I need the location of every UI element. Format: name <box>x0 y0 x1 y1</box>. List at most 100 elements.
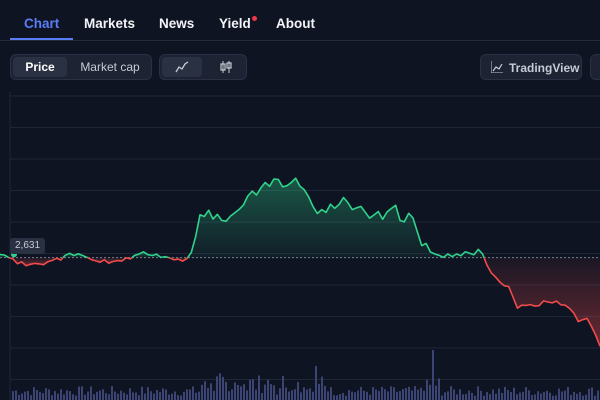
volume-bar <box>186 389 188 400</box>
volume-bar <box>96 391 98 400</box>
volume-bar <box>558 388 560 400</box>
price-area-fills <box>0 178 600 347</box>
volume-bar <box>69 391 71 400</box>
volume-bar <box>234 382 236 400</box>
volume-bar <box>12 391 14 400</box>
volume-bar <box>522 391 524 400</box>
volume-bar <box>222 376 224 400</box>
volume-bar <box>567 386 569 400</box>
volume-bar <box>198 391 200 400</box>
volume-bar <box>108 394 110 400</box>
volume-bar <box>228 391 230 400</box>
volume-bar <box>114 391 116 400</box>
volume-bar <box>471 392 473 400</box>
volume-bar <box>426 379 428 400</box>
volume-bar <box>207 387 209 400</box>
tab-news[interactable]: News <box>159 14 194 40</box>
volume-bar <box>534 394 536 400</box>
volume-bar <box>570 394 572 400</box>
tab-markets[interactable]: Markets <box>84 14 135 40</box>
volume-bar <box>402 388 404 400</box>
volume-bar <box>42 393 44 400</box>
tab-label: News <box>159 16 195 31</box>
line-chart-icon <box>491 61 503 73</box>
volume-bar <box>18 394 20 400</box>
volume-bar <box>264 384 266 400</box>
volume-bar <box>369 394 371 400</box>
volume-bar <box>81 386 83 400</box>
volume-bar <box>483 395 485 400</box>
volume-bar <box>51 395 53 400</box>
volume-bar <box>279 388 281 400</box>
volume-bar <box>276 394 278 400</box>
volume-bar <box>141 386 143 400</box>
volume-bar <box>525 387 527 400</box>
volume-bar <box>36 390 38 400</box>
price-line-up-segment <box>0 253 10 259</box>
volume-bar <box>168 394 170 400</box>
volume-bar <box>27 390 29 400</box>
volume-bar <box>270 384 272 400</box>
volume-bar <box>147 387 149 400</box>
volume-bar <box>105 393 107 400</box>
volume-bar <box>75 395 77 400</box>
fullscreen-button[interactable] <box>590 54 600 80</box>
volume-bar <box>510 392 512 400</box>
volume-bar <box>162 388 164 400</box>
tab-yield[interactable]: Yield <box>219 14 257 40</box>
candlestick-chart-button[interactable] <box>206 57 246 77</box>
volume-bar <box>489 394 491 400</box>
volume-bar <box>429 384 431 400</box>
volume-bar <box>384 389 386 400</box>
tradingview-label: TradingView <box>509 61 580 75</box>
tradingview-button[interactable]: TradingView <box>480 54 582 80</box>
volume-bar <box>321 376 323 400</box>
volume-bar <box>576 393 578 400</box>
volume-bar <box>354 392 356 400</box>
volume-bar <box>273 385 275 400</box>
volume-bar <box>72 394 74 400</box>
volume-bar <box>213 390 215 400</box>
volume-bar <box>129 388 131 400</box>
volume-bar <box>516 394 518 400</box>
volume-bar <box>342 392 344 400</box>
volume-bar <box>135 392 137 400</box>
volume-bar <box>21 393 23 400</box>
volume-bar <box>420 387 422 400</box>
tab-about[interactable]: About <box>276 14 315 40</box>
volume-bar <box>288 391 290 400</box>
volume-bar <box>552 395 554 400</box>
volume-bar <box>66 390 68 400</box>
volume-bar <box>84 394 86 400</box>
volume-bar <box>501 392 503 400</box>
top-nav: Chart Markets News Yield About <box>0 0 600 41</box>
volume-bar <box>450 386 452 400</box>
volume-bar <box>588 388 590 400</box>
volume-bar <box>171 393 173 400</box>
volume-bar <box>495 393 497 400</box>
volume-bar <box>549 392 551 400</box>
price-chart[interactable] <box>0 92 600 400</box>
price-button[interactable]: Price <box>13 57 67 77</box>
volume-bar <box>453 389 455 400</box>
volume-bar <box>48 389 50 400</box>
candlestick-icon <box>220 61 232 73</box>
volume-bar <box>285 387 287 400</box>
market-cap-button[interactable]: Market cap <box>80 60 140 74</box>
volume-bar <box>174 391 176 400</box>
up-area-fill <box>187 178 484 258</box>
volume-bar <box>255 389 257 400</box>
volume-bar <box>309 388 311 400</box>
volume-bar <box>315 366 317 400</box>
volume-bar <box>597 390 599 400</box>
tab-chart[interactable]: Chart <box>9 14 74 40</box>
volume-bar <box>441 395 443 400</box>
volume-bar <box>447 391 449 400</box>
volume-bar <box>333 395 335 400</box>
volume-bar <box>561 391 563 400</box>
line-chart-button[interactable] <box>162 57 202 77</box>
volume-bars <box>12 350 599 400</box>
volume-bar <box>411 390 413 400</box>
volume-bar <box>519 392 521 400</box>
volume-bar <box>459 389 461 400</box>
